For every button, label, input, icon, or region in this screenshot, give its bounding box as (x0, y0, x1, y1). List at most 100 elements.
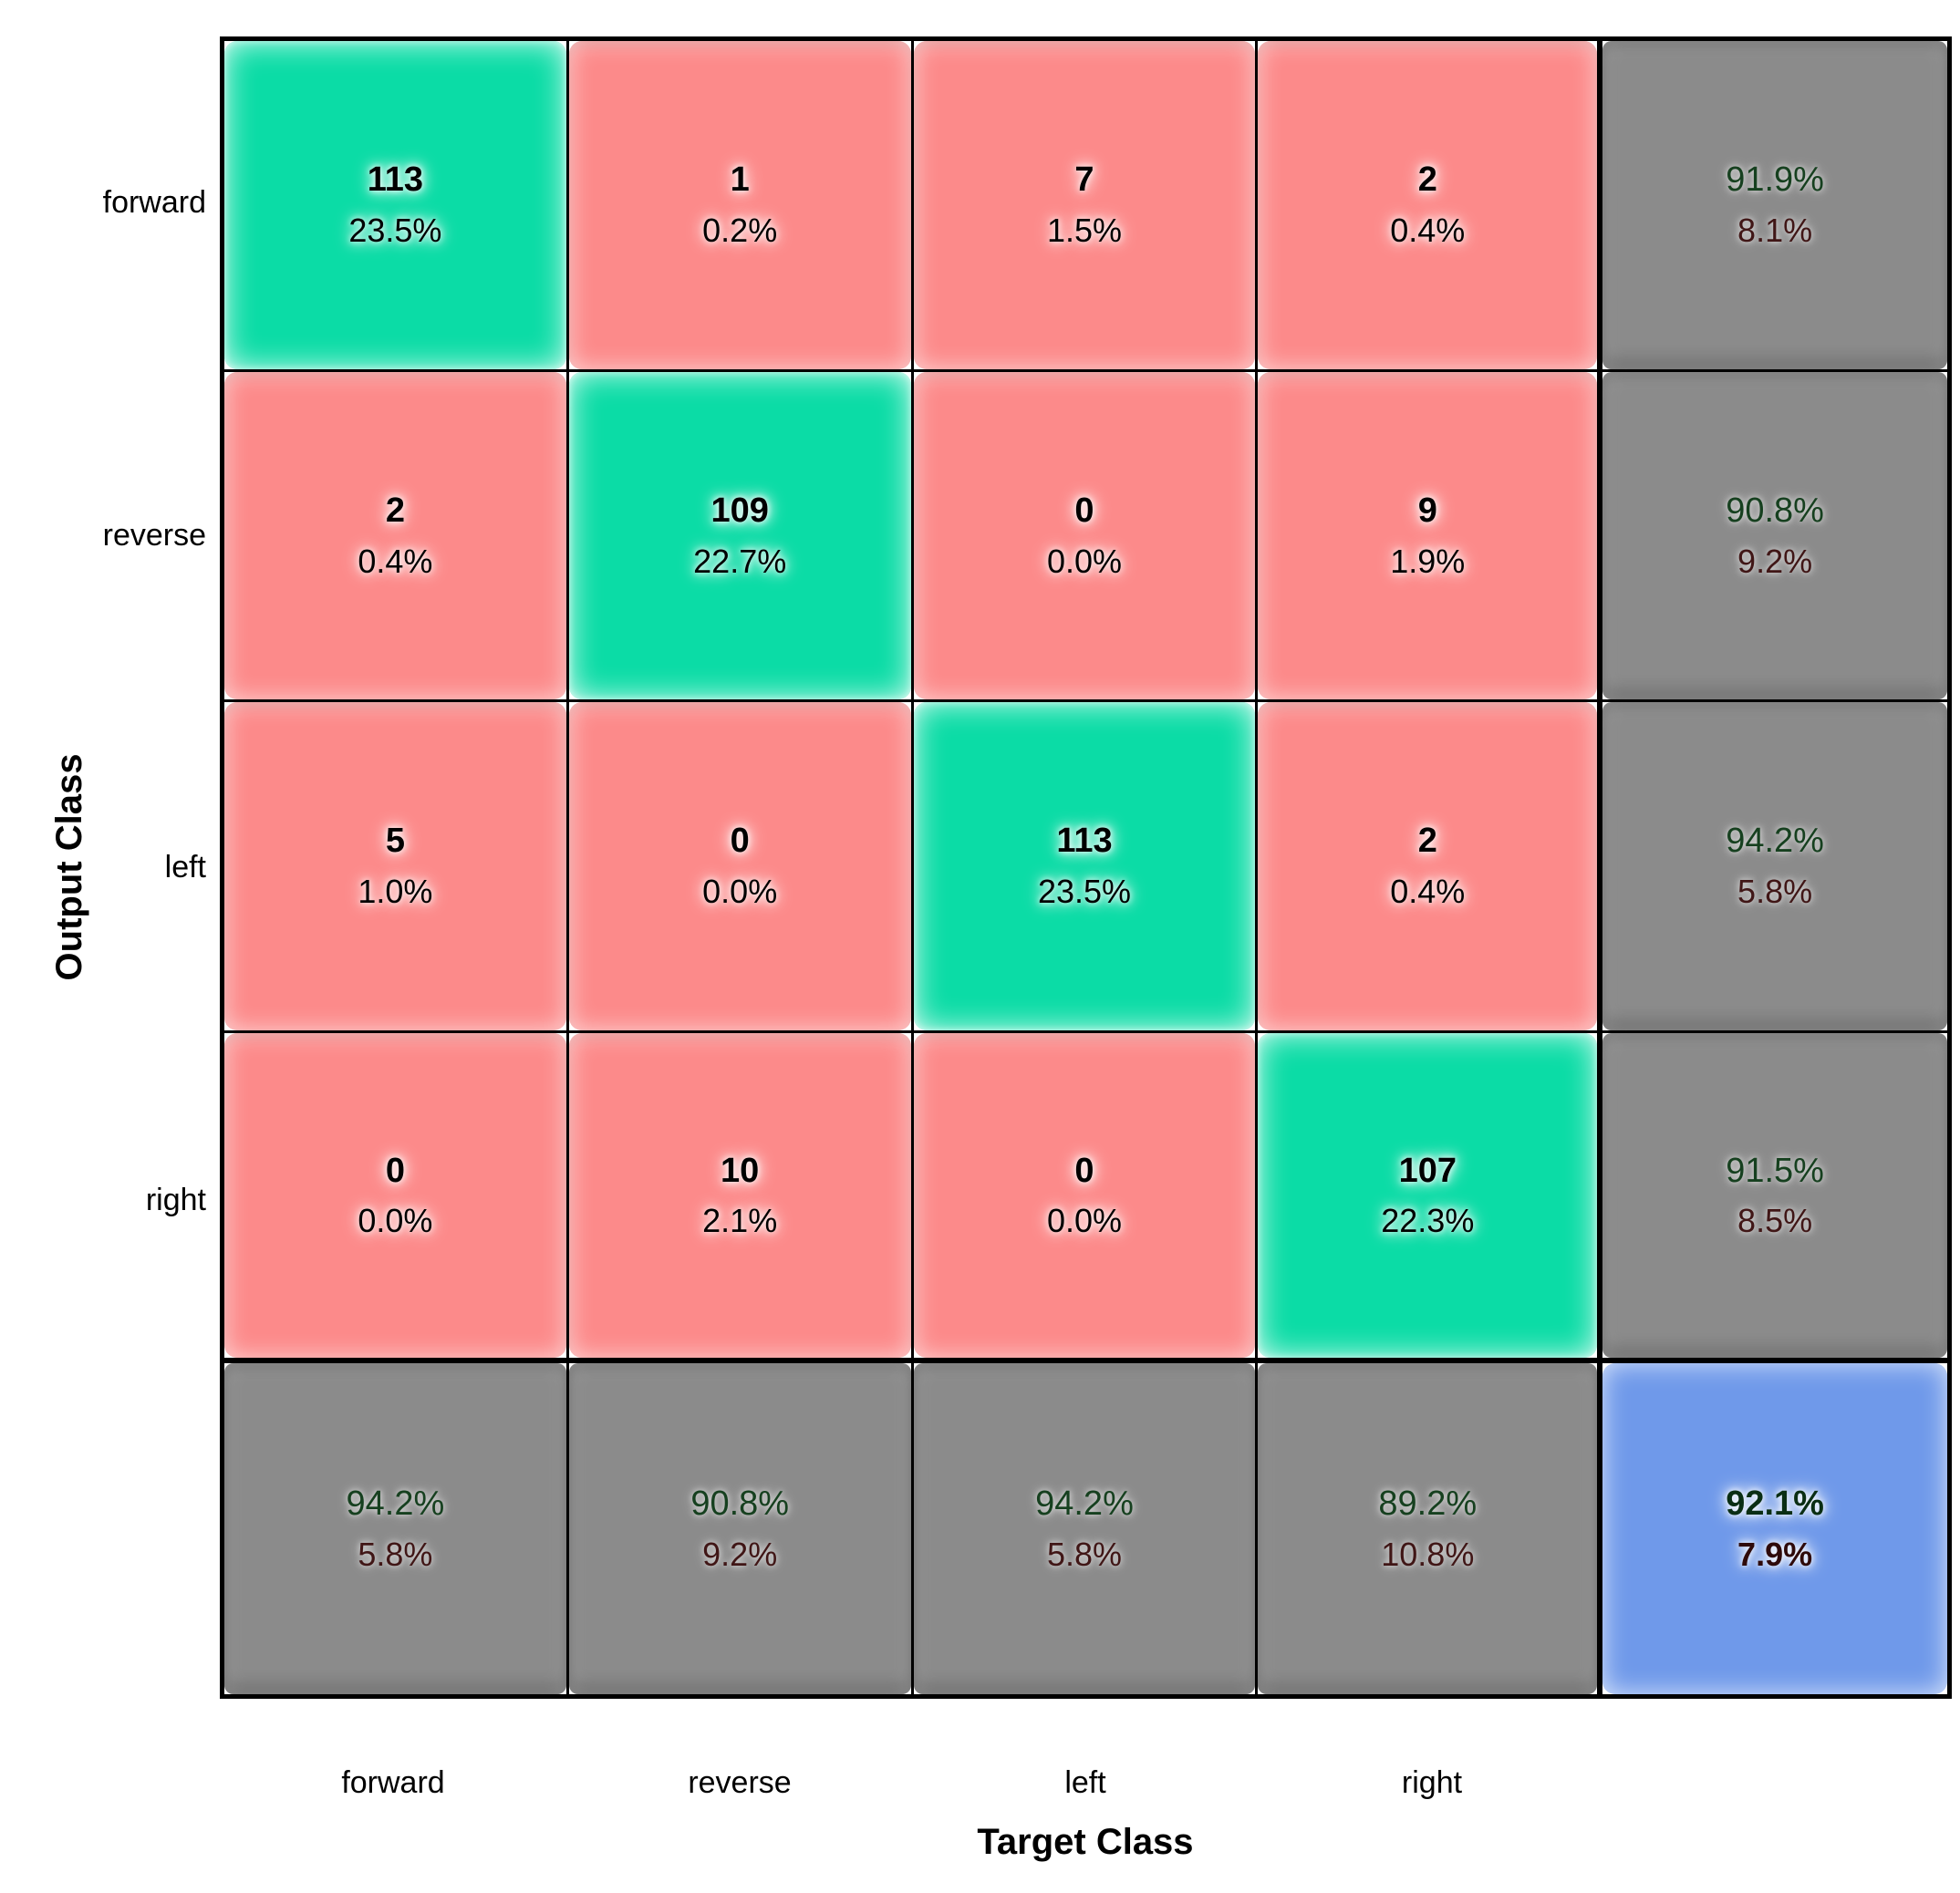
cell-background (1258, 1032, 1598, 1359)
matrix-cell-r1-c2: 0 0.0% (913, 371, 1259, 703)
matrix-cell-r3-c2: 0 0.0% (913, 1032, 1259, 1364)
y-tick-right: right (145, 1183, 206, 1217)
cell-background (568, 702, 911, 1030)
matrix-cell-r2-c2: 113 23.5% (913, 702, 1259, 1033)
matrix-cell-r4-c3: 89.2% 10.8% (1258, 1363, 1603, 1694)
cell-background (1602, 1363, 1947, 1694)
cell-percent: 5.8% (1046, 1535, 1123, 1573)
cell-percent: 8.1% (1737, 211, 1813, 249)
matrix-cell-r2-c3: 2 0.4% (1258, 702, 1603, 1033)
y-tick-reverse: reverse (102, 518, 206, 553)
cell-background (913, 371, 1256, 700)
x-tick-reverse: reverse (688, 1765, 792, 1800)
matrix-cell-r0-c1: 1 0.2% (568, 41, 914, 372)
matrix-cell-r4-c2: 94.2% 5.8% (913, 1363, 1259, 1694)
cell-value: 107 (1398, 1151, 1457, 1190)
cell-percent: 10.8% (1381, 1535, 1475, 1573)
cell-background (224, 371, 566, 700)
cell-background (224, 1363, 566, 1694)
matrix-cell-r2-c0: 5 1.0% (224, 702, 569, 1033)
cell-value: 94.2% (1726, 822, 1824, 861)
cell-percent: 22.7% (693, 542, 787, 580)
cell-background (1602, 371, 1947, 700)
matrix-cell-r3-c0: 0 0.0% (224, 1032, 569, 1364)
matrix-cell-r2-c1: 0 0.0% (568, 702, 914, 1033)
cell-percent: 2.1% (702, 1202, 778, 1240)
matrix-cell-r0-c0: 113 23.5% (224, 41, 569, 372)
matrix-cell-r4-c1: 90.8% 9.2% (568, 1363, 914, 1694)
cell-background (224, 1032, 566, 1359)
cell-value: 94.2% (1035, 1484, 1134, 1524)
cell-percent: 0.0% (1046, 542, 1123, 580)
matrix-cell-r4-c4: 92.1% 7.9% (1602, 1363, 1947, 1694)
cell-background (224, 702, 566, 1030)
cell-value: 0 (730, 822, 750, 861)
cell-background (1258, 1363, 1598, 1694)
cell-background (1602, 1032, 1947, 1359)
cell-value: 9 (1417, 491, 1437, 530)
cell-value: 7 (1074, 160, 1094, 200)
cell-background (913, 41, 1256, 369)
y-tick-forward: forward (102, 185, 206, 220)
cell-background (568, 1363, 911, 1694)
matrix-cell-r3-c1: 10 2.1% (568, 1032, 914, 1364)
cell-value: 0 (385, 1151, 405, 1190)
cell-value: 92.1% (1726, 1484, 1824, 1524)
cell-percent: 0.4% (1390, 873, 1466, 911)
cell-background (913, 1032, 1256, 1359)
cell-percent: 0.2% (702, 211, 778, 249)
matrix-cell-r1-c0: 2 0.4% (224, 371, 569, 703)
matrix-cell-r1-c4: 90.8% 9.2% (1602, 371, 1947, 703)
cell-percent: 1.0% (358, 873, 433, 911)
cell-percent: 0.0% (702, 873, 778, 911)
x-tick-left: left (1064, 1765, 1106, 1800)
cell-background (1258, 702, 1598, 1030)
matrix-cell-r3-c4: 91.5% 8.5% (1602, 1032, 1947, 1364)
cell-value: 113 (1056, 822, 1113, 861)
matrix-cell-r4-c0: 94.2% 5.8% (224, 1363, 569, 1694)
matrix-cell-r1-c1: 109 22.7% (568, 371, 914, 703)
cell-percent: 23.5% (348, 211, 442, 249)
cell-background (913, 702, 1256, 1030)
cell-percent: 9.2% (1737, 542, 1813, 580)
cell-value: 90.8% (1726, 491, 1824, 530)
matrix-cell-r1-c3: 9 1.9% (1258, 371, 1603, 703)
cell-value: 113 (367, 160, 424, 200)
cell-value: 89.2% (1378, 1484, 1478, 1524)
cell-percent: 1.9% (1390, 542, 1466, 580)
matrix-cell-r0-c4: 91.9% 8.1% (1602, 41, 1947, 372)
cell-percent: 0.4% (1390, 211, 1466, 249)
cell-value: 90.8% (690, 1484, 790, 1524)
cell-value: 0 (1074, 491, 1094, 530)
cell-percent: 8.5% (1737, 1202, 1813, 1240)
cell-background (1602, 41, 1947, 369)
cell-value: 2 (1417, 822, 1437, 861)
cell-background (1258, 41, 1598, 369)
y-axis-title: Output Class (49, 753, 89, 981)
cell-value: 91.5% (1726, 1151, 1824, 1190)
cell-percent: 23.5% (1037, 873, 1132, 911)
cell-value: 2 (1417, 160, 1437, 200)
cell-percent: 5.8% (1737, 873, 1813, 911)
cell-background (568, 1032, 911, 1359)
matrix-cell-r3-c3: 107 22.3% (1258, 1032, 1603, 1364)
x-tick-forward: forward (341, 1765, 445, 1800)
cell-value: 94.2% (346, 1484, 445, 1524)
cell-percent: 22.3% (1381, 1202, 1475, 1240)
cell-background (913, 1363, 1256, 1694)
cell-percent: 0.0% (358, 1202, 433, 1240)
cell-percent: 7.9% (1737, 1535, 1813, 1573)
cell-background (224, 41, 566, 369)
cell-value: 2 (385, 491, 405, 530)
cell-percent: 0.0% (1046, 1202, 1123, 1240)
cell-value: 5 (385, 822, 405, 861)
x-tick-right: right (1401, 1765, 1463, 1800)
cell-value: 91.9% (1726, 160, 1824, 200)
cell-percent: 1.5% (1046, 211, 1123, 249)
matrix-cell-r0-c2: 7 1.5% (913, 41, 1259, 372)
confusion-matrix-grid: 113 23.5% 1 0.2% 7 1.5% 2 0.4% 91.9% 8.1% 2 0.4% 109… (220, 36, 1952, 1699)
matrix-cell-r0-c3: 2 0.4% (1258, 41, 1603, 372)
cell-percent: 0.4% (358, 542, 433, 580)
cell-background (568, 41, 911, 369)
